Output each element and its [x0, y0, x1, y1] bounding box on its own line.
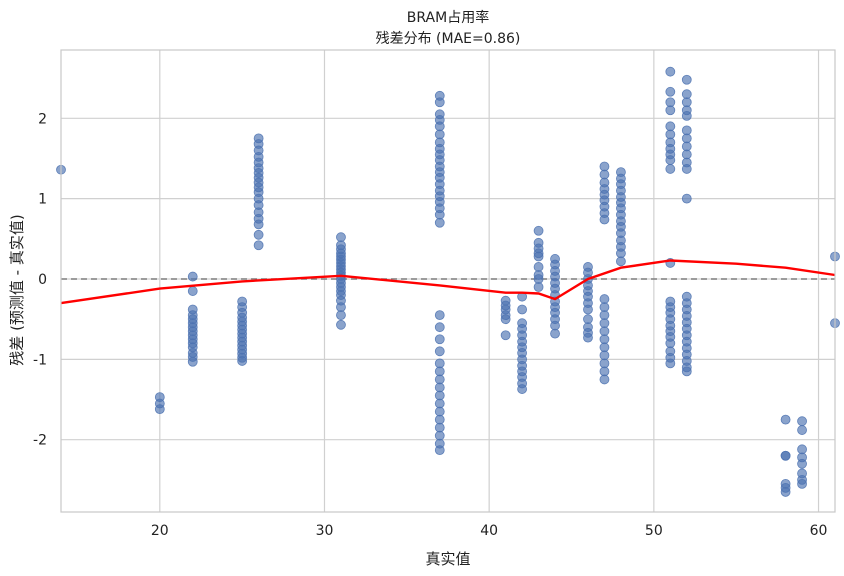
data-point	[187, 356, 198, 367]
axis-ticks: 20 30 40 50 60 -2 -1 0 1 2	[33, 111, 827, 539]
data-point	[517, 304, 528, 315]
data-point	[681, 164, 692, 174]
data-point	[434, 322, 445, 333]
y-tick-label: -2	[33, 433, 47, 449]
data-point	[681, 366, 692, 377]
y-tick-label: -1	[33, 352, 47, 368]
data-point	[336, 319, 346, 330]
data-point	[253, 219, 264, 230]
data-point	[780, 414, 791, 425]
data-point	[780, 487, 791, 497]
x-tick-label: 20	[151, 523, 169, 539]
data-point	[583, 332, 593, 343]
data-point	[681, 193, 692, 204]
data-point	[434, 346, 445, 357]
data-point	[434, 310, 445, 321]
data-point	[434, 334, 445, 345]
data-point	[599, 214, 610, 225]
x-tick-label: 60	[810, 523, 828, 539]
data-point	[434, 97, 445, 108]
scatter-points	[56, 66, 840, 497]
data-point	[665, 66, 676, 77]
data-point	[681, 74, 692, 85]
data-point	[797, 425, 807, 435]
data-point	[583, 304, 593, 315]
data-point	[665, 105, 676, 116]
data-point	[187, 271, 198, 282]
data-point	[336, 310, 346, 321]
data-point	[797, 416, 807, 427]
data-point	[500, 314, 511, 325]
data-point	[797, 458, 807, 469]
data-point	[616, 256, 626, 267]
data-point	[550, 328, 560, 339]
y-axis-label: 残差 (预测值 - 真实值)	[8, 214, 26, 365]
x-tick-label: 50	[645, 523, 663, 539]
data-point	[533, 225, 544, 236]
data-point	[533, 251, 544, 262]
data-point	[599, 374, 610, 385]
x-tick-label: 30	[316, 523, 334, 539]
data-point	[187, 286, 198, 296]
data-point	[237, 356, 248, 366]
x-tick-label: 40	[480, 523, 498, 539]
data-point	[533, 282, 544, 292]
y-tick-label: 2	[38, 111, 47, 127]
grid-lines	[61, 50, 835, 512]
chart-subtitle: 残差分布 (MAE=0.86)	[376, 31, 521, 47]
x-axis-label: 真实值	[425, 550, 470, 568]
data-point	[434, 217, 445, 228]
data-point	[665, 86, 676, 97]
y-tick-label: 1	[38, 192, 47, 208]
data-point	[517, 384, 528, 394]
data-point	[253, 229, 264, 240]
y-tick-label: 0	[38, 272, 47, 288]
data-point	[500, 330, 511, 341]
data-point	[154, 404, 165, 415]
plot-frame	[60, 49, 836, 513]
data-point	[434, 445, 445, 456]
data-point	[665, 164, 676, 174]
chart-title: BRAM占用率	[407, 9, 489, 26]
data-point	[681, 110, 692, 121]
data-point	[665, 155, 676, 165]
data-point	[253, 240, 264, 251]
data-point	[780, 450, 791, 461]
data-point	[665, 358, 676, 369]
trend-line	[60, 259, 836, 305]
data-point	[797, 478, 807, 489]
